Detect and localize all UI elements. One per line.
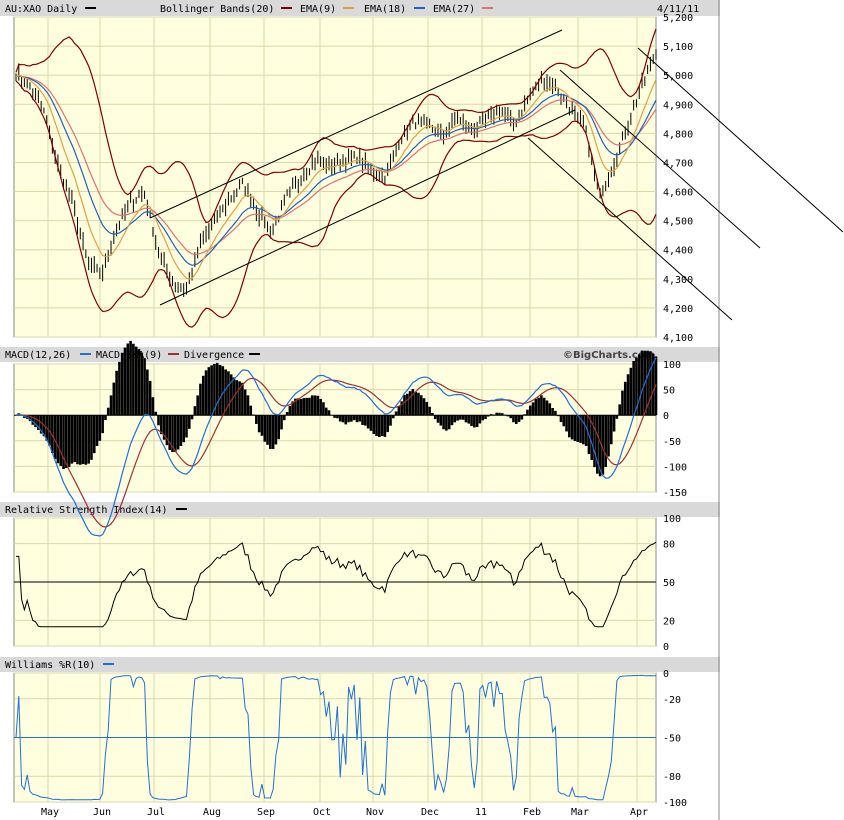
macd-tick-label: 50 [663,386,675,397]
williams-line [15,674,656,801]
rsi-header-bar [0,502,720,517]
bollinger-upper [15,28,657,224]
bollinger-lower [15,80,657,328]
williams-tick-label: 0 [663,669,669,680]
price-header-bar [0,0,720,16]
series-layer [15,28,658,801]
price-tick-label: 5,000 [663,71,693,82]
price-tick-label: 4,200 [663,304,693,315]
rsi-tick-label: 100 [663,514,681,525]
x-label-0: May [41,807,59,818]
williams-tick-label: -80 [663,772,681,783]
ema27-line [15,75,657,255]
macd-ema-label: MACD EMA(9) [96,350,162,361]
x-label-10: Mar [571,807,589,818]
axis-labels: 5,200 5,100 5,000 4,900 4,800 4,700 4,600 4,500… [41,13,693,818]
williams-tick-label: -100 [663,798,687,809]
williams-tick-label: -50 [663,734,681,745]
x-label-8: 11 [475,807,487,818]
ema18-label: EMA(18) [364,4,406,15]
price-panel [13,16,657,338]
trend-line [559,69,761,249]
divergence-label: Divergence [184,350,244,361]
rsi-tick-label: 0 [663,642,669,653]
macd-tick-label: -50 [663,437,681,448]
macd-panel [13,363,657,493]
ema18-line [15,75,657,266]
macd-line [15,357,657,537]
rsi-tick-label: 20 [663,616,675,627]
ema9-label: EMA(9) [300,4,336,15]
x-label-9: Feb [523,807,541,818]
williams-tick-label: -20 [663,695,681,706]
trend-line [637,47,844,233]
trend-line [159,109,576,306]
trend-lines [149,29,844,321]
macd-header-bar [0,347,720,362]
rsi-tick-label: 50 [663,578,675,589]
price-tick-label: 4,800 [663,129,693,140]
macd-tick-label: -100 [663,462,687,473]
ema9-line [15,74,657,280]
x-label-5: Oct [313,807,331,818]
rsi-line [16,541,657,628]
x-label-1: Jun [93,807,111,818]
rsi-label: Relative Strength Index(14) [5,505,168,516]
price-tick-label: 4,400 [663,246,693,257]
x-label-4: Sep [257,807,275,818]
x-label-2: Jul [147,807,165,818]
price-tick-label: 5,100 [663,42,693,53]
ema27-label: EMA(27) [433,4,475,15]
macd-signal-line [15,377,657,528]
trend-line [149,29,563,219]
grid-layer [14,16,656,803]
williams-label: Williams %R(10) [5,660,95,671]
price-tick-label: 4,900 [663,100,693,111]
macd-tick-label: 100 [663,360,681,371]
x-label-7: Dec [421,807,439,818]
price-tick-label: 4,300 [663,275,693,286]
price-tick-label: 4,500 [663,217,693,228]
bollinger-label: Bollinger Bands(20) [160,4,274,15]
macd-tick-label: 0 [663,411,669,422]
symbol-label: AU:XAO Daily [5,4,77,15]
macd-tick-label: -150 [663,488,687,499]
price-tick-label: 4,100 [663,333,693,344]
x-label-3: Aug [203,807,221,818]
chart-date: 4/11/11 [657,4,699,15]
x-label-6: Nov [366,807,384,818]
macd-label: MACD(12,26) [5,350,71,361]
x-label-11: Apr [630,807,648,818]
price-tick-label: 4,700 [663,158,693,169]
bigcharts-watermark: ©BigCharts.com [563,350,655,361]
rsi-tick-label: 80 [663,540,675,551]
williams-header-bar [0,657,720,672]
trend-line [527,137,733,321]
price-tick-label: 4,600 [663,188,693,199]
price-tick-label: 5,200 [663,13,693,24]
